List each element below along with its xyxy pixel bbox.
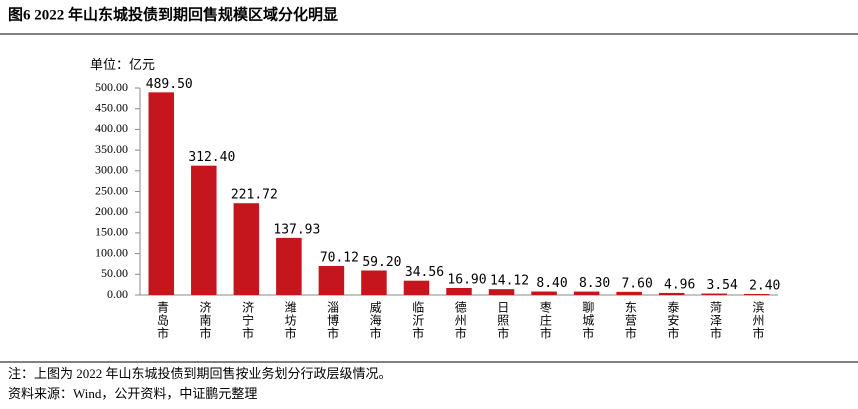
x-tick-label: 临沂市 (411, 301, 425, 340)
bar (658, 292, 685, 295)
y-tick-label: 350.00 (95, 142, 128, 156)
value-label: 34.56 (405, 265, 444, 280)
x-tick-label: 东营市 (623, 301, 637, 340)
chart-title: 图6 2022 年山东城投债到期回售规模区域分化明显 (8, 5, 338, 23)
value-label: 16.90 (447, 273, 486, 288)
bar (531, 291, 557, 295)
x-tick-label: 威海市 (368, 301, 382, 340)
x-tick-label: 枣庄市 (538, 301, 552, 340)
x-tick-label: 德州市 (453, 300, 467, 340)
x-tick-label: 淄博市 (326, 301, 340, 340)
value-label: 489.50 (146, 77, 193, 92)
bar (701, 293, 727, 295)
x-tick-label: 滨州市 (751, 300, 765, 340)
bar (573, 291, 600, 295)
x-tick-label: 潍坊市 (283, 301, 297, 340)
x-tick-label: 泰安市 (666, 301, 680, 340)
y-tick-label: 500.00 (95, 80, 128, 94)
bar (318, 265, 345, 295)
value-label: 70.12 (320, 250, 359, 265)
bar (488, 289, 515, 295)
bar (743, 294, 770, 295)
value-label: 4.96 (664, 277, 695, 292)
bar (276, 237, 302, 295)
x-tick-label: 菏泽市 (708, 301, 722, 340)
x-tick-label: 济南市 (198, 300, 212, 340)
value-label: 8.30 (579, 276, 610, 291)
value-label: 14.12 (490, 274, 529, 289)
y-tick-label: 100.00 (95, 245, 128, 259)
x-tick-label: 青岛市 (156, 301, 170, 340)
bar (616, 291, 642, 295)
note: 注：上图为 2022 年山东城投债到期回售按业务划分行政层级情况。 (8, 366, 392, 381)
y-tick-label: 400.00 (95, 121, 128, 135)
bar (361, 270, 387, 295)
y-tick-label: 0.00 (107, 287, 128, 301)
value-label: 221.72 (231, 188, 278, 203)
y-tick-label: 250.00 (95, 183, 128, 197)
bar (191, 165, 217, 295)
value-label: 2.40 (749, 279, 780, 294)
y-tick-label: 200.00 (95, 204, 128, 218)
y-tick-label: 300.00 (95, 163, 128, 177)
bar (446, 288, 472, 295)
x-tick-label: 聊城市 (581, 301, 595, 340)
value-label: 59.20 (362, 255, 401, 270)
bar (233, 203, 260, 295)
value-label: 8.40 (536, 276, 567, 291)
y-tick-label: 450.00 (95, 100, 128, 114)
source: 资料来源：Wind，公开资料，中证鹏元整理 (8, 386, 257, 401)
bar (148, 92, 175, 295)
y-tick-label: 50.00 (101, 266, 128, 280)
value-label: 7.60 (621, 276, 652, 291)
bar (403, 280, 430, 295)
x-tick-label: 日照市 (496, 301, 510, 340)
value-label: 137.93 (273, 222, 320, 237)
value-label: 3.54 (707, 278, 738, 293)
unit-label: 单位：亿元 (90, 57, 155, 72)
x-tick-label: 济宁市 (241, 300, 255, 340)
y-tick-label: 150.00 (95, 225, 128, 239)
value-label: 312.40 (188, 150, 235, 165)
